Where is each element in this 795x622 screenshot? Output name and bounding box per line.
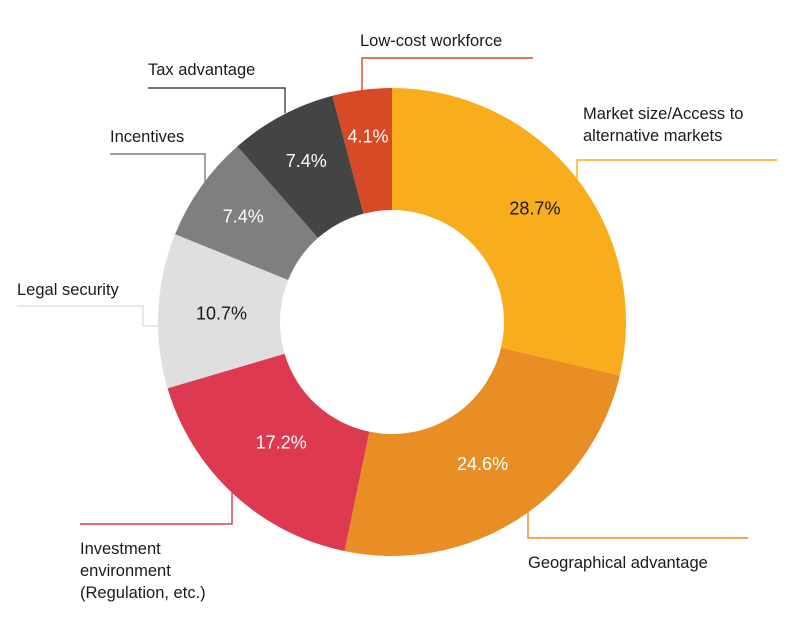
slice-incentives xyxy=(175,146,318,280)
slice-legal-security xyxy=(158,234,289,389)
pct-label-incentives: 7.4% xyxy=(223,207,264,227)
leader-line-investment-environment-regulation-etc xyxy=(80,468,233,525)
donut-slices xyxy=(158,88,626,557)
category-label-investment-environment-regulation-etc: Investment environment (Regulation, etc.) xyxy=(80,540,206,602)
slice-tax-advantage xyxy=(237,95,364,238)
leader-line-incentives xyxy=(110,153,206,183)
percentage-labels: 28.7% 24.6% 17.2% 10.7% 7.4% 7.4% 4.1% xyxy=(196,127,560,474)
category-label-line: alternative markets xyxy=(583,127,722,145)
category-label-low-cost-workforce: Low-cost workforce xyxy=(360,32,502,50)
category-label-line: Geographical advantage xyxy=(528,554,708,572)
pct-label-geographical-advantage: 24.6% xyxy=(457,454,508,474)
category-label-line: Market size/Access to xyxy=(583,105,743,123)
category-label-line: Low-cost workforce xyxy=(360,32,502,50)
leader-line-low-cost-workforce xyxy=(361,57,533,90)
leader-lines xyxy=(17,57,777,539)
slice-market-size-access-to-alternative-markets xyxy=(392,88,626,376)
category-label-line: Incentives xyxy=(110,128,184,146)
slice-low-cost-workforce xyxy=(332,88,392,214)
category-label-legal-security: Legal security xyxy=(17,281,120,299)
pct-label-tax-advantage: 7.4% xyxy=(286,151,327,171)
category-label-line: Tax advantage xyxy=(148,61,255,79)
slice-investment-environment-regulation-etc xyxy=(167,353,370,552)
category-label-market-size-access-to-alternative-markets: Market size/Access to alternative markets xyxy=(583,105,743,145)
category-labels: Market size/Access to alternative markets… xyxy=(17,32,743,602)
category-label-geographical-advantage: Geographical advantage xyxy=(528,554,708,572)
leader-line-tax-advantage xyxy=(148,87,286,113)
category-label-line: environment xyxy=(80,562,171,580)
pct-label-market-size-access-to-alternative-markets: 28.7% xyxy=(509,199,560,219)
category-label-line: Legal security xyxy=(17,281,120,299)
category-label-line: Investment xyxy=(80,540,161,558)
leader-line-geographical-advantage xyxy=(527,492,748,539)
slice-geographical-advantage xyxy=(344,347,620,557)
leader-line-market-size-access-to-alternative-markets xyxy=(576,159,777,336)
category-label-line: (Regulation, etc.) xyxy=(80,584,206,602)
pct-label-legal-security: 10.7% xyxy=(196,304,247,324)
pct-label-investment-environment-regulation-etc: 17.2% xyxy=(256,432,307,452)
leader-line-legal-security xyxy=(17,305,161,327)
pct-label-low-cost-workforce: 4.1% xyxy=(347,127,388,147)
category-label-incentives: Incentives xyxy=(110,128,184,146)
category-label-tax-advantage: Tax advantage xyxy=(148,61,255,79)
